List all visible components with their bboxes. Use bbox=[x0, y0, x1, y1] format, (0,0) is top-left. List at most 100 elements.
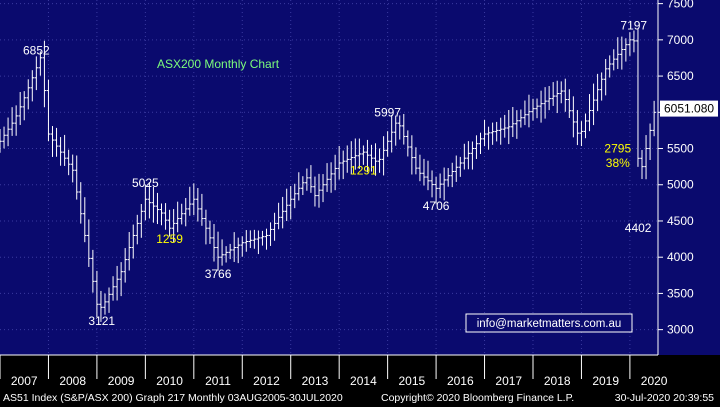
ohlc-bar bbox=[543, 87, 547, 119]
ohlc-bar bbox=[187, 186, 192, 216]
ohlc-bar bbox=[418, 154, 422, 182]
ohlc-bar bbox=[115, 265, 119, 301]
ohlc-bar bbox=[539, 90, 543, 123]
ohlc-bar bbox=[119, 262, 123, 297]
x-tick-label: 2010 bbox=[156, 374, 183, 388]
ohlc-bar bbox=[313, 176, 317, 207]
y-tick-label: 4500 bbox=[667, 214, 694, 228]
ohlc-bar bbox=[252, 229, 257, 249]
chart-title: ASX200 Monthly Chart bbox=[157, 57, 280, 71]
ohlc-bar bbox=[204, 209, 208, 245]
data-label: 3121 bbox=[88, 314, 115, 328]
ohlc-bar bbox=[515, 110, 519, 139]
ohlc-bar bbox=[599, 72, 604, 101]
ohlc-bar bbox=[502, 114, 507, 138]
ohlc-bar bbox=[527, 94, 531, 128]
y-tick-label: 7000 bbox=[667, 33, 694, 47]
data-label: 1291 bbox=[350, 163, 377, 177]
ohlc-bar bbox=[95, 270, 99, 318]
ohlc-bar bbox=[232, 232, 237, 262]
ohlc-bar bbox=[163, 203, 168, 230]
x-tick-label: 2014 bbox=[350, 374, 377, 388]
ohlc-bar bbox=[139, 203, 144, 238]
ohlc-bar bbox=[401, 113, 406, 145]
ohlc-bar bbox=[216, 231, 220, 271]
ohlc-bar bbox=[494, 121, 499, 142]
ohlc-bar bbox=[159, 203, 164, 226]
ohlc-bar bbox=[648, 123, 652, 161]
footer-timestamp: 30-Jul-2020 20:39:55 bbox=[614, 392, 714, 404]
ohlc-bar bbox=[301, 176, 305, 196]
ohlc-bar bbox=[196, 188, 200, 222]
ohlc-bar bbox=[555, 80, 560, 114]
ohlc-bar bbox=[18, 92, 23, 126]
ohlc-bar bbox=[208, 220, 212, 244]
ohlc-chart: ASX200 Monthly Chart 6852 3121 5025 1259 3766… bbox=[0, 0, 720, 390]
ohlc-bar bbox=[244, 230, 249, 252]
ohlc-bar bbox=[131, 224, 136, 259]
ohlc-bar bbox=[50, 126, 55, 157]
ohlc-bar bbox=[34, 56, 39, 91]
ohlc-bar bbox=[422, 158, 426, 186]
ohlc-bars bbox=[0, 29, 656, 322]
ohlc-bar bbox=[486, 126, 491, 150]
ohlc-bar bbox=[430, 170, 434, 198]
ohlc-bar bbox=[531, 98, 535, 121]
ohlc-bar bbox=[523, 100, 527, 126]
ohlc-bar bbox=[349, 141, 354, 175]
x-tick-label: 2011 bbox=[205, 374, 231, 388]
ohlc-bar bbox=[288, 186, 293, 220]
ohlc-bar bbox=[624, 38, 628, 62]
ohlc-bar bbox=[587, 94, 592, 132]
ohlc-bar bbox=[652, 100, 656, 137]
ohlc-bar bbox=[70, 154, 75, 183]
ohlc-bar bbox=[175, 201, 180, 233]
ohlc-bar bbox=[82, 197, 87, 243]
ohlc-bar bbox=[607, 55, 612, 78]
ohlc-bar bbox=[611, 49, 616, 71]
ohlc-bar bbox=[353, 138, 358, 170]
ohlc-bar bbox=[22, 91, 27, 121]
ohlc-bar bbox=[10, 107, 14, 136]
x-tick-label: 2018 bbox=[544, 374, 571, 388]
data-label: 5997 bbox=[374, 106, 401, 120]
ohlc-bar bbox=[212, 223, 216, 262]
ohlc-bar bbox=[559, 81, 564, 104]
ohlc-bar bbox=[42, 40, 47, 108]
ohlc-bar bbox=[62, 134, 67, 166]
ohlc-bar bbox=[506, 110, 511, 145]
x-tick-label: 2015 bbox=[399, 374, 426, 388]
ohlc-bar bbox=[410, 135, 414, 175]
ohlc-bar bbox=[591, 83, 596, 126]
ohlc-bar bbox=[620, 36, 624, 70]
ohlc-bar bbox=[454, 155, 459, 182]
y-tick-label: 5000 bbox=[667, 178, 694, 192]
ohlc-bar bbox=[470, 141, 475, 170]
ohlc-bar bbox=[519, 109, 523, 128]
ohlc-bar bbox=[179, 203, 184, 225]
ohlc-bar bbox=[240, 236, 245, 257]
ohlc-bar bbox=[171, 209, 176, 242]
ohlc-bar bbox=[510, 107, 515, 138]
data-label: 4706 bbox=[423, 199, 450, 213]
ohlc-bar bbox=[567, 89, 572, 118]
ohlc-bar bbox=[272, 212, 277, 241]
ohlc-bar bbox=[107, 287, 111, 313]
ohlc-bar bbox=[309, 165, 313, 193]
ohlc-bar bbox=[377, 148, 382, 173]
ohlc-bar bbox=[583, 113, 588, 139]
ohlc-bar bbox=[603, 59, 608, 96]
ohlc-bar bbox=[30, 70, 35, 102]
ohlc-bar bbox=[636, 29, 640, 167]
ohlc-bar bbox=[58, 137, 63, 166]
ohlc-bar bbox=[26, 79, 31, 110]
ohlc-bar bbox=[66, 149, 71, 176]
footer-bar: AS51 Index (S&P/ASX 200) Graph 217 Month… bbox=[0, 390, 720, 407]
ohlc-bar bbox=[640, 150, 644, 180]
ohlc-bar bbox=[615, 37, 620, 69]
ohlc-bar bbox=[280, 196, 285, 229]
watermark: info@marketmatters.com.au bbox=[465, 313, 633, 333]
ohlc-bar bbox=[54, 127, 59, 157]
ohlc-bar bbox=[292, 183, 297, 209]
